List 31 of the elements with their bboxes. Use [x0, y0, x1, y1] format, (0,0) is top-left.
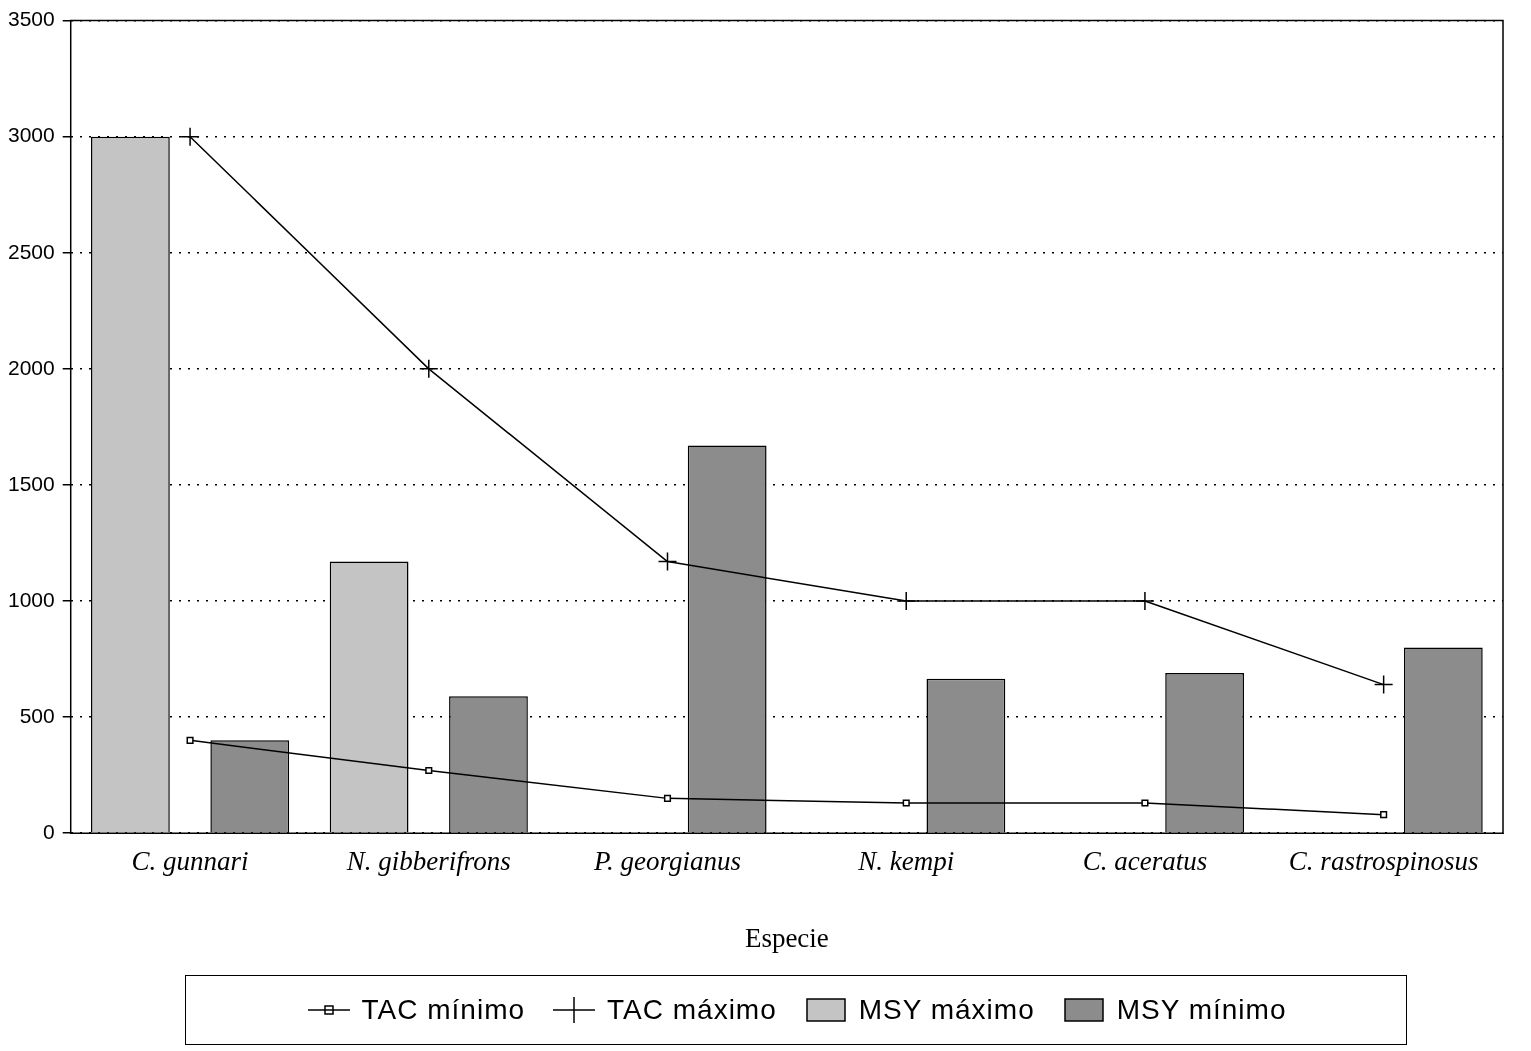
y-tick-label: 3500	[8, 7, 55, 31]
x-tick-label: N. kempi	[857, 846, 955, 877]
y-tick-label: 1000	[8, 587, 55, 611]
x-tick-label: P. georgianus	[592, 846, 742, 877]
point	[902, 799, 910, 807]
x-axis-title: Especie	[744, 922, 829, 953]
point	[419, 359, 439, 379]
point	[1380, 811, 1388, 819]
x-tick-label: C. rastrospinosus	[1288, 846, 1479, 877]
y-tick-label: 3000	[8, 123, 55, 147]
point	[186, 736, 194, 744]
x-tick-label: C. gunnari	[131, 846, 249, 877]
y-tick-label: 500	[19, 703, 55, 727]
point	[180, 126, 200, 147]
y-tick-label: 2000	[8, 355, 55, 379]
point	[1135, 591, 1155, 611]
legend-label: TAC máximo	[607, 994, 777, 1026]
legend-label: TAC mínimo	[361, 994, 526, 1026]
x-tick-label: C. aceratus	[1082, 846, 1208, 877]
point	[1373, 674, 1394, 695]
point	[896, 591, 916, 611]
x-tick-label: N. gibberifrons	[345, 846, 511, 877]
point	[1141, 799, 1149, 807]
y-tick-label: 2500	[8, 239, 55, 263]
y-tick-label: 1500	[8, 471, 55, 495]
y-tick-label: 0	[43, 820, 55, 843]
legend-label: MSY máximo	[858, 994, 1035, 1026]
point	[663, 794, 672, 802]
point	[657, 551, 678, 572]
legend-label: MSY mínimo	[1116, 994, 1287, 1026]
point	[425, 766, 433, 775]
